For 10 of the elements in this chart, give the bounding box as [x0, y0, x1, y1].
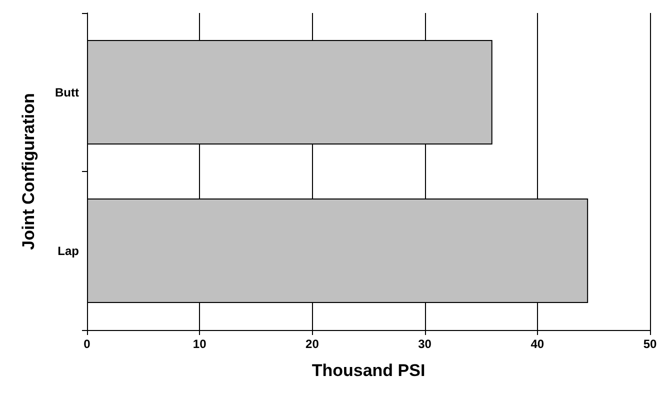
y-tick-label: Butt — [55, 85, 79, 100]
y-axis-title: Joint Configuration — [19, 93, 38, 250]
x-tick-label: 20 — [306, 337, 320, 351]
x-tick-label: 40 — [530, 337, 544, 351]
x-tick-label: 30 — [418, 337, 432, 351]
x-tick-label: 50 — [643, 337, 657, 351]
x-tick-label: 0 — [84, 337, 91, 351]
y-tick-label: Lap — [58, 244, 79, 258]
x-tick-label: 10 — [192, 337, 207, 351]
x-axis-title: Thousand PSI — [312, 361, 426, 380]
